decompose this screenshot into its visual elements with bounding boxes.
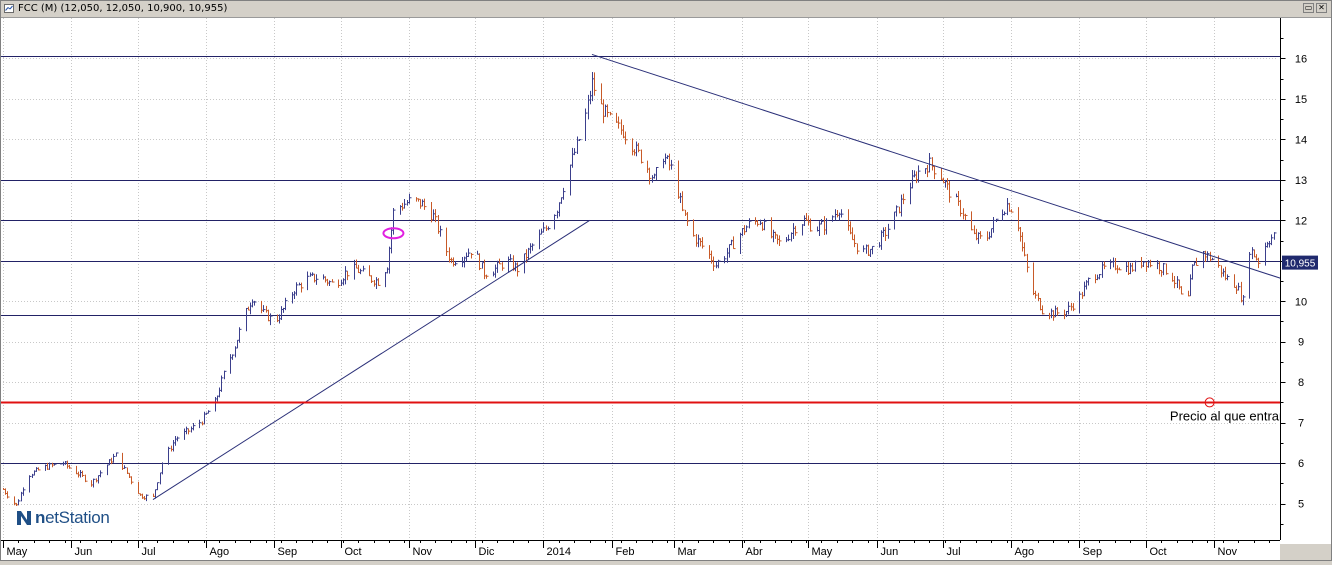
window-title: FCC (M) (12,050, 12,050, 10,900, 10,955) — [18, 3, 228, 14]
y-axis: 567891011121314151610,955 — [1280, 18, 1318, 544]
trend-lines — [152, 53, 1290, 500]
x-tick-label: 2014 — [547, 546, 571, 558]
x-tick-label: Feb — [616, 546, 635, 558]
highlight-ellipse — [382, 227, 405, 240]
y-tick-label: 16 — [1295, 53, 1307, 65]
x-tick-label: Ago — [210, 546, 230, 558]
price-chart[interactable]: Precio al que entrará Slim (7,5 €) 56789… — [1, 18, 1332, 560]
y-tick-label: 14 — [1295, 134, 1307, 146]
x-tick-label: Jun — [881, 546, 899, 558]
trend-line-downtrend — [591, 53, 1290, 282]
x-tick-label: Dic — [479, 546, 495, 558]
y-tick-label: 7 — [1298, 418, 1304, 430]
x-tick-label: Nov — [413, 546, 433, 558]
x-tick-label: Jun — [75, 546, 93, 558]
y-tick-label: 12 — [1295, 215, 1307, 227]
corner-panel — [1280, 544, 1331, 560]
x-tick-label: Jul — [142, 546, 156, 558]
x-tick-label: Nov — [1218, 546, 1238, 558]
x-axis: May Jun Jul Ago Sep Oct Nov Dic 2014 Feb Mar Abr May… — [1, 540, 1280, 558]
x-tick-label: May — [7, 546, 28, 558]
x-tick-label: Oct — [345, 546, 362, 558]
y-tick-label: 8 — [1298, 377, 1304, 389]
highlight-circle — [1204, 397, 1215, 408]
netstation-logo-icon — [17, 511, 31, 525]
y-tick-label: 10 — [1295, 296, 1307, 308]
last-price-tag — [1282, 255, 1318, 270]
y-tick-label: 9 — [1298, 337, 1304, 349]
x-tick-label: Jul — [947, 546, 961, 558]
x-tick-label: Oct — [1150, 546, 1167, 558]
chart-background — [1, 18, 1331, 560]
x-tick-label: Mar — [678, 546, 697, 558]
title-bar[interactable]: FCC (M) (12,050, 12,050, 10,900, 10,955)… — [1, 1, 1331, 18]
x-tick-label: Abr — [746, 546, 763, 558]
x-tick-label: Ago — [1015, 546, 1035, 558]
chart-markers — [382, 227, 1215, 408]
x-tick-label: May — [812, 546, 833, 558]
chart-area[interactable]: Precio al que entrará Slim (7,5 €) 56789… — [1, 18, 1332, 565]
y-tick-label: 13 — [1295, 175, 1307, 187]
y-tick-label: 6 — [1298, 458, 1304, 470]
restore-window-button[interactable]: ▭ — [1303, 3, 1314, 13]
netstation-logo-text: netStation — [35, 508, 110, 527]
close-window-button[interactable]: ✕ — [1316, 3, 1327, 13]
last-price-label: 10,955 — [1285, 259, 1316, 270]
chart-window-icon — [4, 4, 14, 13]
x-axis-panel — [1, 540, 1331, 560]
trend-line-uptrend — [152, 219, 591, 500]
y-tick-label: 5 — [1298, 499, 1304, 511]
y-axis-panel — [1280, 18, 1331, 560]
y-tick-label: 15 — [1295, 94, 1307, 106]
ohlc-bars — [3, 72, 1277, 507]
x-tick-label: Sep — [278, 546, 298, 558]
x-tick-label: Sep — [1083, 546, 1103, 558]
